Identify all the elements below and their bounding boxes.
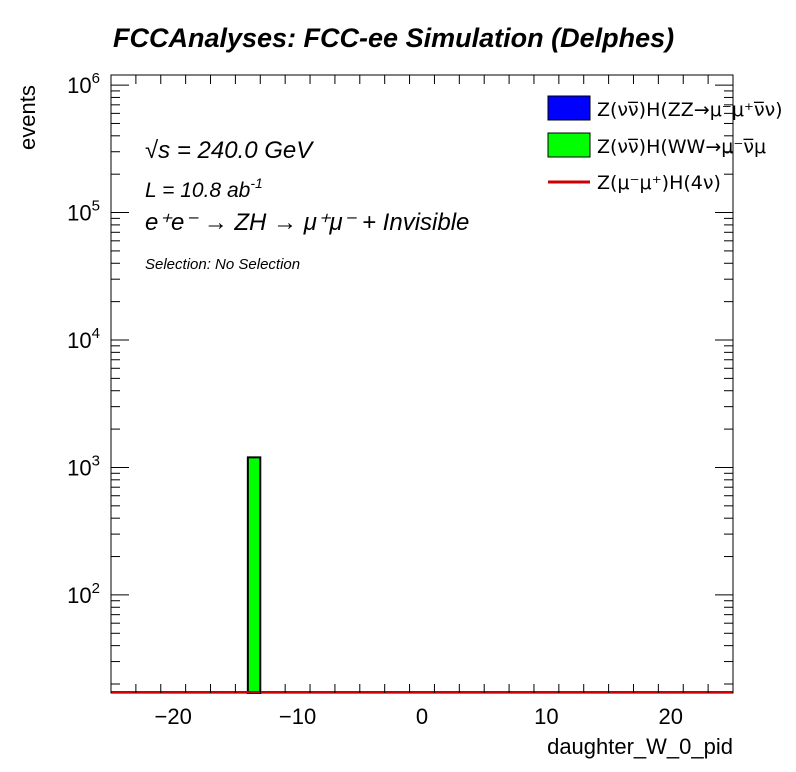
plot-frame	[110, 74, 734, 694]
y-tick-label: 103	[67, 452, 100, 480]
legend-swatch-zz	[547, 95, 591, 121]
x-axis-ticks: −20 −10 0 10 20	[110, 75, 734, 729]
y-tick-label: 104	[67, 325, 100, 353]
luminosity-annotation: L = 10.8 ab-1	[145, 175, 263, 202]
legend: Z(νν̅)H(ZZ→μ⁻μ⁺ν̅ν) Z(νν̅)H(WW→μ⁻ν̅μ Z(μ…	[547, 95, 783, 194]
bars-group	[246, 456, 262, 694]
x-tick-label: 0	[416, 704, 428, 729]
x-axis-label: daughter_W_0_pid	[547, 734, 733, 759]
x-tick-label: −10	[279, 704, 316, 729]
luminosity-exponent: -1	[250, 175, 262, 191]
x-tick-label: 20	[659, 704, 683, 729]
legend-label-zz: Z(νν̅)H(ZZ→μ⁻μ⁺ν̅ν)	[597, 99, 783, 121]
selection-annotation: Selection: No Selection	[145, 256, 300, 273]
y-tick-label: 106	[67, 70, 100, 98]
y-axis-label: events	[15, 85, 40, 150]
luminosity-main: L = 10.8 ab	[145, 179, 251, 202]
legend-label-4nu: Z(μ⁻μ⁺)H(4ν)	[597, 172, 721, 194]
histogram-bar-0	[246, 456, 262, 694]
sqrt-s-annotation: √s = 240.0 GeV	[145, 137, 314, 164]
legend-label-ww: Z(νν̅)H(WW→μ⁻ν̅μ	[597, 136, 766, 158]
chart-title: FCCAnalyses: FCC-ee Simulation (Delphes)	[113, 23, 674, 53]
x-tick-label: 10	[534, 704, 558, 729]
x-tick-label: −20	[155, 704, 192, 729]
y-tick-label: 105	[67, 198, 100, 226]
process-annotation: e⁺e⁻ → ZH → μ⁺μ⁻ + Invisible	[145, 209, 469, 236]
y-tick-label: 102	[67, 580, 100, 608]
legend-swatch-ww	[547, 132, 591, 158]
y-axis-ticks: 102 103 104 105 106	[67, 70, 733, 685]
